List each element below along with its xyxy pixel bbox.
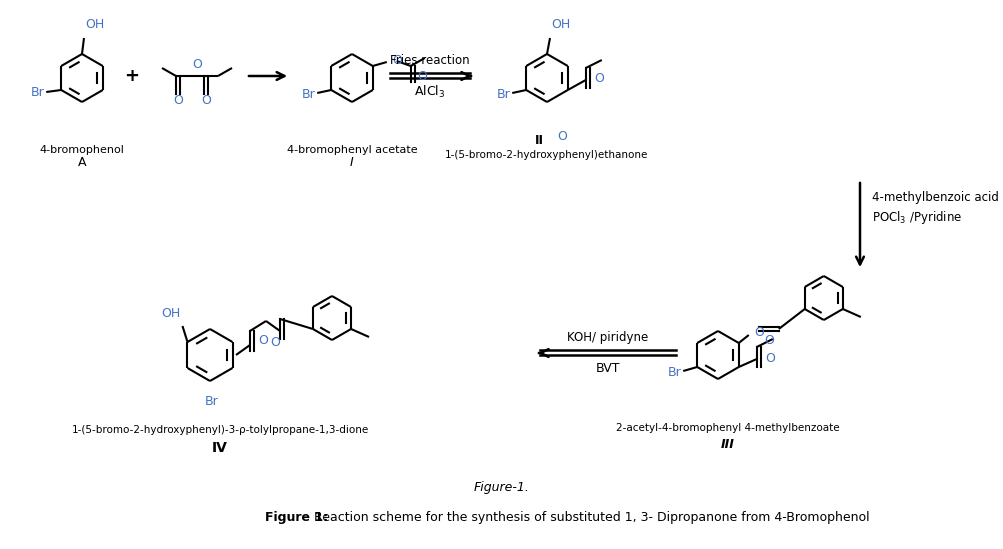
Text: I: I [350,156,353,170]
Text: +: + [124,67,139,85]
Text: O: O [173,93,183,107]
Text: 4-bromophenol: 4-bromophenol [39,145,124,155]
Text: Br: Br [495,87,510,100]
Text: O: O [763,334,773,348]
Text: O: O [764,351,774,365]
Text: BVT: BVT [595,362,620,376]
Text: Figure-1.: Figure-1. [473,481,530,495]
Text: Br: Br [205,395,219,408]
Text: O: O [391,54,401,68]
Text: Reaction scheme for the synthesis of substituted 1, 3- Dipropanone from 4-Bromop: Reaction scheme for the synthesis of sub… [310,512,869,524]
Text: O: O [416,70,426,82]
Text: Figure 1:: Figure 1: [265,512,328,524]
Text: 4-bromophenyl acetate: 4-bromophenyl acetate [287,145,417,155]
Text: 1-(5-bromo-2-hydroxyphenyl)-3-ρ-tolylpropane-1,3-dione: 1-(5-bromo-2-hydroxyphenyl)-3-ρ-tolylpro… [71,425,368,435]
Text: OH: OH [551,18,570,31]
Text: O: O [258,334,268,348]
Text: IV: IV [212,441,228,455]
Text: O: O [753,326,763,339]
Text: KOH/ piridyne: KOH/ piridyne [567,330,648,344]
Text: O: O [192,58,202,70]
Text: 2-acetyl-4-bromophenyl 4-methylbenzoate: 2-acetyl-4-bromophenyl 4-methylbenzoate [616,423,839,433]
Text: O: O [201,93,211,107]
Text: POCl$_3$ /Pyridine: POCl$_3$ /Pyridine [872,210,961,227]
Text: Br: Br [301,87,315,100]
Text: AlCl$_3$: AlCl$_3$ [414,84,445,100]
Text: Br: Br [667,366,681,378]
Text: Br: Br [30,87,44,99]
Text: III: III [720,438,734,451]
Text: Fries reaction: Fries reaction [390,53,469,66]
Text: II: II [534,133,543,147]
Text: A: A [77,156,86,170]
Text: 4-methylbenzoic acid: 4-methylbenzoic acid [872,192,998,204]
Text: O: O [270,337,280,350]
Text: O: O [557,130,567,143]
Text: 1-(5-bromo-2-hydroxyphenyl)ethanone: 1-(5-bromo-2-hydroxyphenyl)ethanone [445,150,648,160]
Text: OH: OH [85,18,104,31]
Text: OH: OH [161,307,181,320]
Text: O: O [593,72,603,86]
